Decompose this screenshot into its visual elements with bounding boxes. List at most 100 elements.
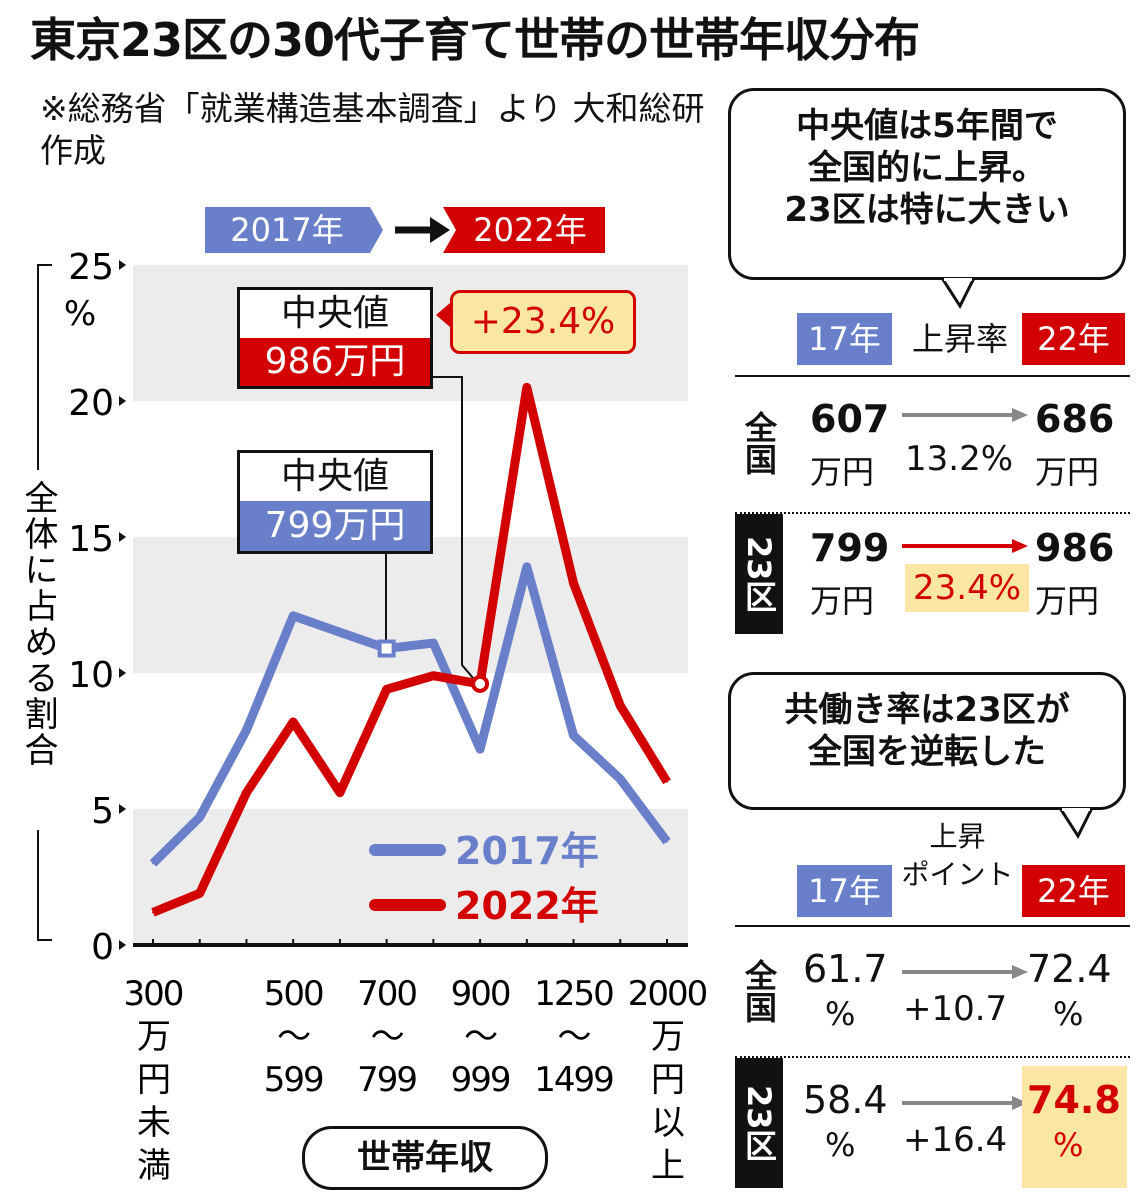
y-label-bracket <box>37 264 52 470</box>
y-tick-marker <box>119 532 126 542</box>
median-2017-marker <box>377 639 396 658</box>
y-unit-label: % <box>64 294 96 334</box>
data-point <box>152 862 154 865</box>
points: +16.4 <box>903 1120 1008 1160</box>
tag-2017: 2017年 <box>230 211 344 249</box>
col-points: 上昇 ポイント <box>895 818 1020 894</box>
x-tick-label: 700 <box>357 974 416 1014</box>
value-from: 61.7 <box>803 947 888 991</box>
x-axis-title: 世帯年収 <box>302 1126 548 1190</box>
x-tick-label: 万 <box>137 1017 169 1057</box>
median-2022-box: 中央値 986万円 <box>237 287 433 389</box>
series-line-2022年 <box>151 382 671 917</box>
data-point <box>432 674 435 677</box>
x-tick-label: 円 <box>651 1060 683 1100</box>
data-point <box>525 386 528 389</box>
median-bubble: 中央値は5年間で 全国的に上昇。 23区は特に大きい <box>728 88 1126 280</box>
row-label: 全国 <box>740 411 778 475</box>
x-tick-label: 万 <box>651 1017 683 1057</box>
highlight-box <box>1022 1066 1127 1188</box>
x-tick-label: 799 <box>357 1060 416 1100</box>
bubble-tail-icon <box>1058 808 1094 840</box>
data-point <box>152 911 154 914</box>
data-point <box>245 791 248 794</box>
bubble-line: 23区は特に大きい <box>784 190 1070 230</box>
y-tick-label: 0 <box>91 927 114 968</box>
y-tick-label: 15 <box>68 519 114 560</box>
value-to: 72.4 <box>1027 947 1112 991</box>
line-chart: 0510152025%全体に占める割合300万円未満500〜599700〜799… <box>18 247 709 1186</box>
dual-row-national: 全国 61.7 % +10.7 72.4 % <box>735 925 1130 1055</box>
x-tick-label: 〜 <box>558 1017 591 1057</box>
unit: % <box>1053 1126 1084 1164</box>
data-point <box>338 791 341 794</box>
points: +10.7 <box>903 989 1008 1029</box>
y-label-bracket <box>37 830 52 941</box>
arrow-icon <box>902 539 1028 553</box>
x-tick-label: 円 <box>137 1060 169 1100</box>
tag-2017-shape <box>205 207 383 253</box>
unit: % <box>825 1126 856 1164</box>
arrow-icon <box>902 965 1028 979</box>
y-tick-marker <box>119 804 126 814</box>
series-line-2017年 <box>149 562 671 867</box>
data-point <box>198 816 201 819</box>
median-2017-label: 中央値 <box>280 456 389 497</box>
median-row-23ku: 23区 799 万円 23.4% 986 万円 <box>735 512 1130 634</box>
arrow-icon <box>902 1096 1028 1110</box>
col-points-line: 上昇 <box>929 820 986 853</box>
rate: 23.4% <box>905 564 1030 612</box>
data-point <box>525 565 528 568</box>
x-tick-label: 300 <box>124 974 183 1014</box>
arrow-icon <box>902 408 1028 422</box>
y-tick-label: 20 <box>68 383 114 424</box>
col-2017: 17年 <box>797 865 892 917</box>
col-rate: 上昇率 <box>911 320 1008 358</box>
y-tick-marker <box>119 940 126 950</box>
rate: 13.2% <box>905 439 1014 479</box>
value-from: 58.4 <box>803 1078 888 1122</box>
unit: 万円 <box>810 582 875 620</box>
col-points-line: ポイント <box>901 858 1014 891</box>
bubble-tail-icon <box>940 278 976 310</box>
x-tick-label: 〜 <box>371 1017 404 1057</box>
chart-title: 東京23区の30代子育て世帯の世帯年収分布 <box>30 13 920 67</box>
legend-label: 2017年 <box>455 829 599 873</box>
median-2022-leader <box>430 376 479 685</box>
data-point <box>572 582 575 585</box>
y-tick-marker <box>119 396 126 406</box>
x-tick-label: 999 <box>451 1060 510 1100</box>
unit: % <box>1053 995 1084 1033</box>
x-tick-label: 1499 <box>534 1060 613 1100</box>
bubble-line: 中央値は5年間で <box>796 106 1058 146</box>
y-tick-label: 5 <box>91 791 114 832</box>
x-tick-label: 満 <box>137 1146 170 1186</box>
median-2022-marker <box>471 674 490 693</box>
dual-row-23ku: 23区 58.4 % +16.4 74.8 % <box>735 1056 1130 1188</box>
value-from: 607 <box>810 397 890 441</box>
col-2022: 22年 <box>1022 313 1125 365</box>
data-point <box>432 642 435 645</box>
compare-arrow-tags <box>205 207 605 253</box>
data-point <box>619 704 622 707</box>
median-row-national: 全国 607 万円 13.2% 686 万円 <box>735 375 1130 509</box>
bubble-line: 全国的に上昇。 <box>808 148 1046 188</box>
row-label: 全国 <box>740 959 778 1023</box>
data-point <box>338 631 341 634</box>
data-point <box>385 688 388 691</box>
data-point <box>619 778 622 781</box>
median-2022-label: 中央値 <box>280 293 389 334</box>
x-tick-label: 599 <box>264 1060 323 1100</box>
x-tick-label: 〜 <box>464 1017 497 1057</box>
x-tick-label: 以 <box>651 1103 684 1143</box>
data-point <box>198 892 201 895</box>
data-point <box>666 840 668 843</box>
y-axis-title: 全体に占める割合 <box>18 480 58 768</box>
y-tick-label: 25 <box>68 247 114 288</box>
median-2017-box: 中央値 799万円 <box>237 450 433 554</box>
col-2022: 22年 <box>1022 865 1125 917</box>
data-point <box>245 729 248 732</box>
x-tick-label: 2000 <box>628 974 707 1014</box>
value-to: 986 <box>1035 526 1115 570</box>
unit: % <box>825 995 856 1033</box>
